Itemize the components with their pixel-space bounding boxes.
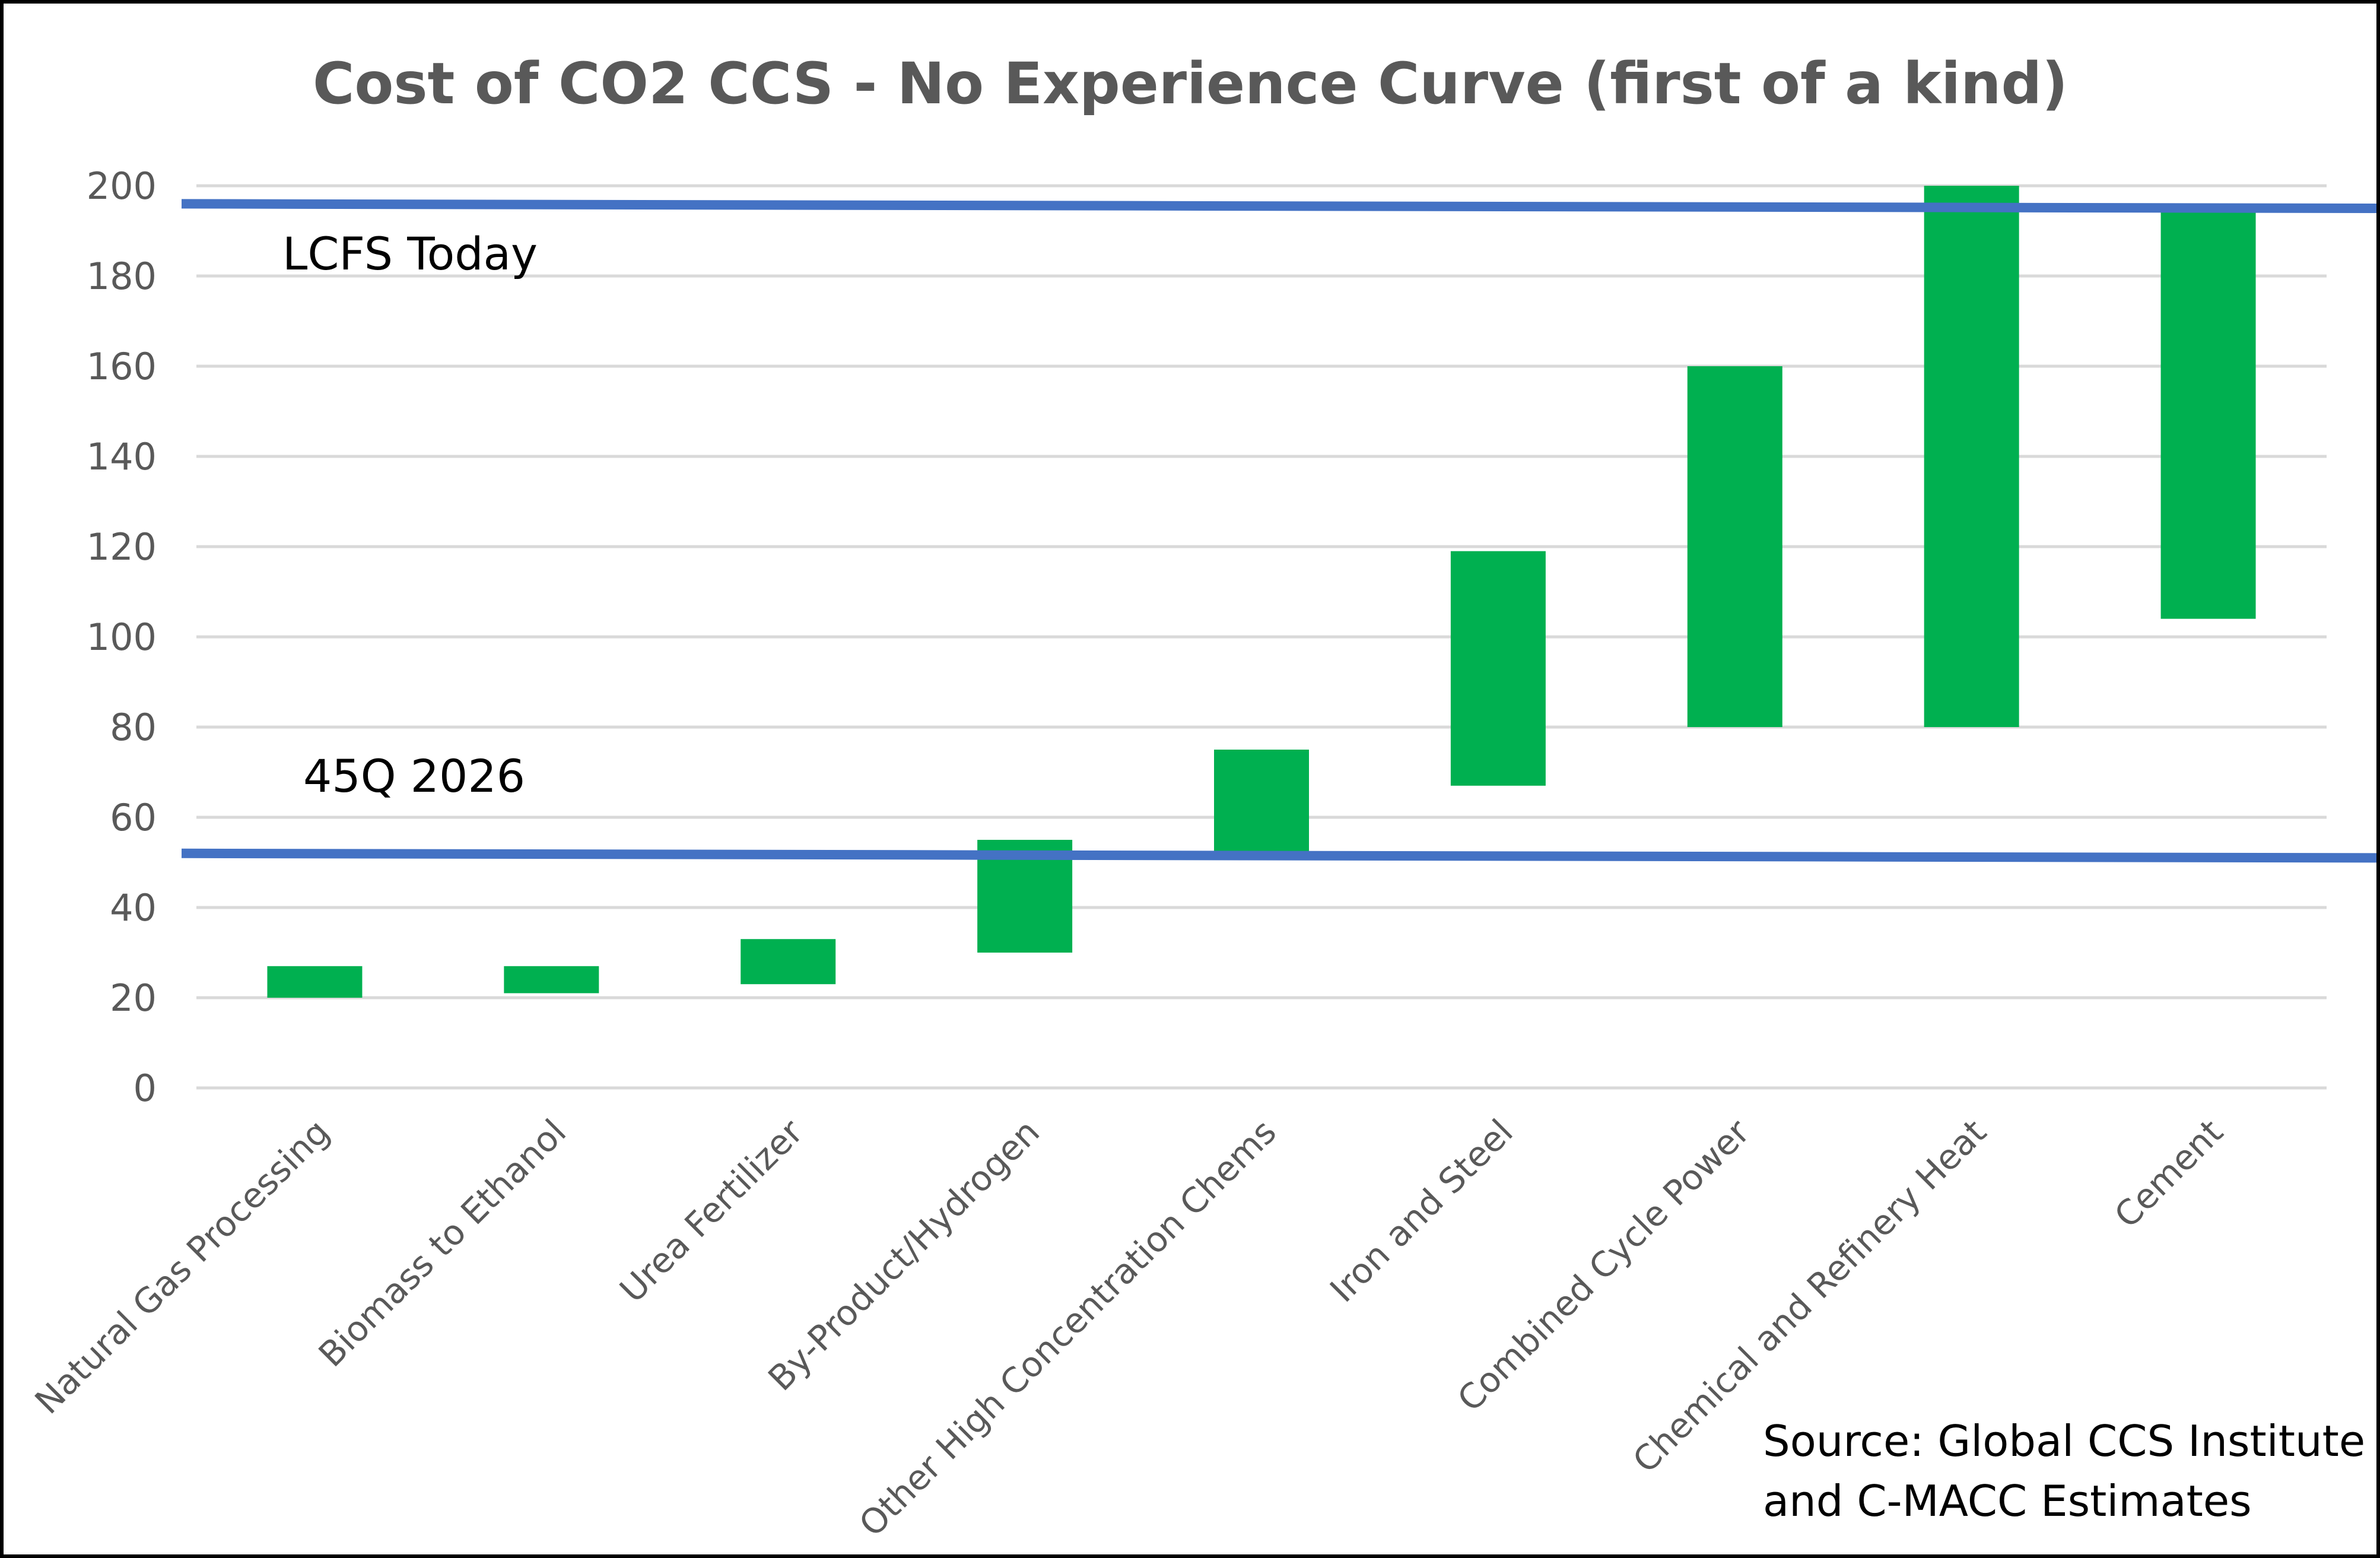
- bars: [267, 186, 2256, 998]
- bar-biomass-to-ethanol: [504, 966, 599, 994]
- x-tick-by-product-hydrogen: By-Product/Hydrogen: [760, 1112, 1047, 1399]
- bar-natural-gas-processing: [267, 966, 363, 998]
- bar-urea-fertilizer: [741, 939, 836, 985]
- lcfs-today-label: LCFS Today: [282, 227, 538, 280]
- reference-lines: [181, 199, 2376, 863]
- y-tick-40: 40: [110, 886, 157, 929]
- y-tick-20: 20: [110, 976, 157, 1020]
- y-tick-140: 140: [87, 435, 157, 478]
- bar-other-high-concentration-chems: [1214, 750, 1309, 858]
- bar-combined-cycle-power: [1687, 366, 1782, 727]
- x-tick-cement: Cement: [2106, 1112, 2230, 1236]
- y-tick-120: 120: [87, 525, 157, 569]
- 45q-2026-label: 45Q 2026: [303, 750, 525, 802]
- x-tick-biomass-to-ethanol: Biomass to Ethanol: [311, 1112, 574, 1375]
- y-tick-60: 60: [110, 796, 157, 839]
- source-note-line-1: Source: Global CCS Institute: [1763, 1416, 2365, 1466]
- chart-figure: Cost of CO2 CCS - No Experience Curve (f…: [27, 50, 2376, 1544]
- y-tick-180: 180: [87, 255, 157, 298]
- bar-chemical-and-refinery-heat: [1924, 186, 2019, 727]
- chart-title: Cost of CO2 CCS - No Experience Curve (f…: [313, 50, 2068, 117]
- x-tick-iron-and-steel: Iron and Steel: [1322, 1112, 1520, 1310]
- y-tick-80: 80: [110, 706, 157, 749]
- x-tick-natural-gas-processing: Natural Gas Processing: [27, 1112, 338, 1422]
- y-tick-200: 200: [87, 164, 157, 208]
- y-tick-100: 100: [87, 615, 157, 659]
- y-axis-tick-labels: 0 20 40 60 80 100 120 140 160 180 200: [87, 164, 157, 1110]
- ref-line-lcfs-today: [181, 199, 2376, 213]
- source-note-line-2: and C-MACC Estimates: [1763, 1476, 2252, 1526]
- bar-iron-and-steel: [1450, 551, 1546, 786]
- x-tick-urea-fertilizer: Urea Fertilizer: [612, 1112, 811, 1311]
- bar-cement: [2160, 208, 2256, 619]
- x-tick-other-high-concentration-chems: Other High Concentration Chems: [851, 1112, 1284, 1544]
- y-tick-0: 0: [134, 1067, 157, 1110]
- y-tick-160: 160: [87, 345, 157, 388]
- ref-line-45q-2026: [181, 848, 2376, 863]
